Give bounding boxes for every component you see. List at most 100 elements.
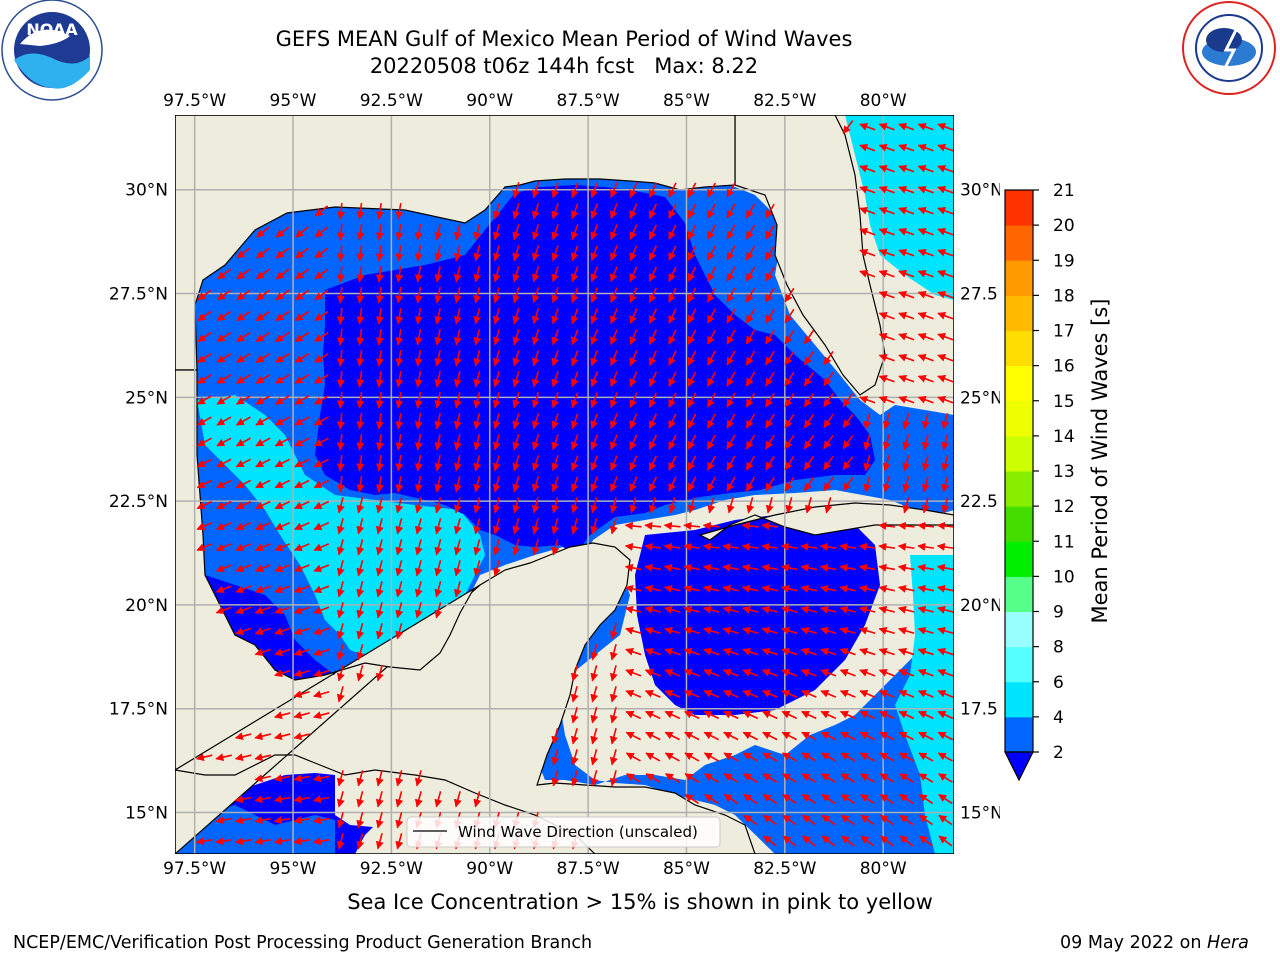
wind-wave-arrow (784, 329, 795, 345)
wind-wave-arrow (842, 477, 854, 492)
wind-wave-arrow (512, 413, 521, 430)
wind-wave-arrow (275, 247, 290, 259)
wind-wave-arrow (726, 203, 736, 219)
wind-wave-arrow (648, 371, 658, 387)
wind-wave-arrow (644, 668, 661, 677)
wind-wave-arrow (803, 476, 815, 492)
wind-wave-arrow (313, 564, 330, 573)
wind-wave-arrow (878, 647, 895, 656)
wind-wave-arrow (375, 518, 384, 535)
wind-wave-arrow (761, 690, 778, 698)
colorbar-tick-label: 8 (1053, 638, 1064, 658)
wind-wave-arrow (762, 710, 778, 720)
wind-wave-arrow (878, 311, 895, 320)
wind-wave-arrow (625, 731, 641, 741)
wind-wave-arrow (882, 455, 891, 472)
wind-wave-arrow (800, 668, 817, 677)
wind-wave-arrow (453, 329, 462, 346)
wind-wave-arrow (235, 627, 252, 636)
wind-wave-arrow (878, 605, 895, 614)
wind-wave-arrow (882, 476, 891, 493)
wind-wave-arrow (336, 623, 345, 640)
wind-wave-arrow (395, 391, 404, 409)
wind-wave-arrow (551, 182, 560, 199)
wind-wave-arrow (765, 287, 775, 303)
wind-wave-arrow (590, 665, 599, 682)
wind-wave-arrow (356, 623, 365, 640)
wind-wave-arrow (375, 665, 384, 682)
wind-wave-arrow (395, 518, 404, 535)
colorbar-tick-label: 9 (1053, 603, 1064, 623)
wind-wave-arrow (648, 392, 658, 408)
wind-wave-arrow (294, 416, 310, 426)
wind-wave-arrow (551, 749, 560, 766)
wind-wave-arrow (395, 328, 404, 346)
wind-wave-arrow (648, 266, 658, 282)
wind-wave-arrow (937, 752, 953, 762)
wind-wave-arrow (590, 203, 599, 220)
wind-wave-arrow (745, 329, 756, 345)
wind-wave-arrow (765, 203, 775, 219)
wind-wave-arrow (531, 245, 540, 262)
wind-wave-arrow (918, 752, 934, 762)
wind-wave-arrow (236, 268, 251, 280)
wind-wave-arrow (609, 665, 618, 682)
wind-wave-arrow (216, 331, 232, 343)
wind-wave-arrow (590, 686, 599, 703)
wind-wave-arrow (473, 434, 482, 451)
colorbar-tick-label: 10 (1053, 567, 1075, 587)
wind-wave-arrow (609, 308, 618, 325)
wind-wave-arrow (937, 290, 954, 299)
wind-wave-arrow (644, 647, 661, 656)
wind-wave-arrow (590, 707, 599, 724)
wind-wave-arrow (707, 350, 716, 366)
wind-wave-arrow (742, 647, 759, 656)
wind-wave-arrow (235, 479, 252, 489)
wind-wave-arrow (314, 268, 329, 280)
wind-wave-arrow (878, 164, 895, 173)
wind-wave-arrow (629, 371, 638, 388)
wind-wave-arrow (590, 749, 599, 766)
wind-wave-arrow (375, 602, 384, 619)
wind-wave-arrow (624, 605, 642, 614)
wind-wave-arrow (936, 563, 954, 572)
wind-wave-arrow (512, 308, 521, 325)
lon-tick-label: 87.5°W (557, 91, 620, 111)
wind-wave-arrow (609, 392, 618, 409)
wind-wave-arrow (745, 434, 756, 450)
wind-wave-arrow (234, 795, 252, 804)
wind-wave-arrow (551, 413, 560, 430)
wind-wave-arrow (703, 668, 720, 677)
wind-wave-arrow (745, 224, 756, 240)
wind-wave-arrow (704, 793, 719, 805)
wind-wave-arrow (765, 224, 775, 240)
wind-wave-arrow (668, 329, 677, 345)
wind-wave-arrow (902, 455, 911, 472)
wind-wave-arrow (590, 434, 599, 451)
wind-wave-arrow (492, 245, 501, 262)
wind-wave-arrow (551, 770, 560, 787)
wind-wave-arrow (375, 328, 384, 346)
wind-wave-arrow (917, 690, 934, 698)
wind-wave-arrow (395, 791, 404, 808)
wind-wave-arrow (609, 203, 618, 220)
lon-tick-label: 95°W (270, 91, 317, 111)
wind-wave-arrow (294, 374, 310, 384)
wind-wave-arrow (937, 122, 954, 131)
wind-wave-arrow (434, 329, 443, 346)
wind-wave-arrow (273, 816, 291, 825)
florida (734, 115, 886, 396)
wind-wave-arrow (196, 521, 213, 531)
wind-wave-arrow (820, 773, 836, 783)
wind-wave-arrow (453, 266, 462, 283)
wind-wave-arrow (294, 437, 310, 447)
wind-wave-arrow (275, 289, 290, 301)
wind-wave-arrow (492, 476, 501, 493)
wind-wave-arrow (434, 371, 443, 388)
wind-wave-arrow (823, 477, 834, 492)
wind-wave-arrow (356, 370, 365, 388)
wind-wave-arrow (414, 581, 423, 598)
wind-wave-arrow (273, 837, 291, 846)
colorbar-tick-label: 2 (1053, 743, 1064, 763)
colorbar-segment (1005, 541, 1033, 577)
